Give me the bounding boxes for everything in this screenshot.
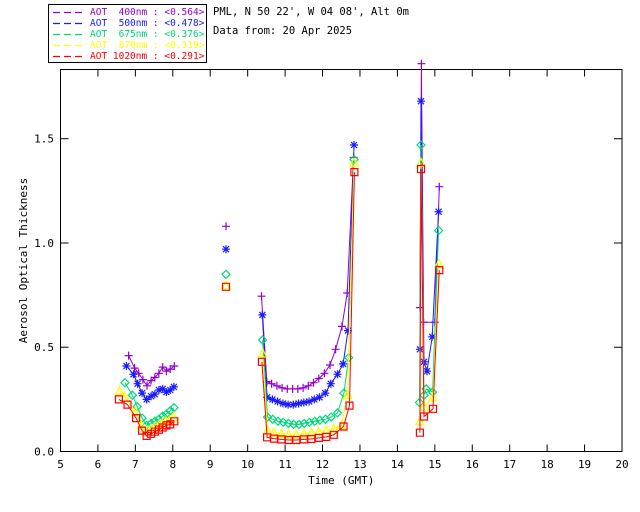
- x-tick-label: 20: [615, 458, 628, 471]
- x-tick-label: 10: [241, 458, 254, 471]
- legend-row: AOT 1020nm : <0.291>: [49, 51, 206, 62]
- series-line: [419, 168, 440, 433]
- legend-row: AOT 675nm : <0.376>: [49, 29, 206, 40]
- legend-label: AOT 1020nm : <0.291>: [90, 51, 205, 62]
- x-tick-label: 18: [541, 458, 554, 471]
- y-axis-label: Aerosol Optical Thickness: [17, 178, 30, 344]
- legend-dash-sample: [53, 33, 85, 36]
- y-tick-label: 1.5: [34, 133, 54, 146]
- x-tick-label: 12: [316, 458, 329, 471]
- plot-frame: [60, 69, 623, 452]
- x-tick-label: 15: [428, 458, 441, 471]
- x-axis: 5 6 7 8 9 10 11 12 13 14 15 16 17 18 19 20 Time (GMT): [57, 69, 629, 487]
- series-markers: [221, 269, 231, 280]
- legend-row: AOT 400nm : <0.564>: [49, 7, 206, 18]
- series-markers: [221, 282, 231, 291]
- series-markers: [257, 153, 358, 393]
- series-line: [261, 144, 355, 406]
- plot-subtitle: Data from: 20 Apr 2025: [213, 25, 353, 37]
- x-tick-label: 6: [95, 458, 102, 471]
- series-aot-500nm: [122, 97, 443, 409]
- x-tick-label: 8: [169, 458, 176, 471]
- series-markers: [258, 141, 358, 409]
- legend-dash-sample: [53, 11, 85, 14]
- series-markers: [222, 222, 230, 231]
- series-aot-1020nm: [114, 164, 444, 445]
- series-markers: [221, 279, 231, 290]
- y-tick-label: 1.0: [34, 237, 54, 250]
- series-markers: [415, 164, 444, 437]
- y-axis: 0.0 0.5 1.0 1.5 Aerosol Optical Thickness: [17, 133, 622, 459]
- x-axis-label: Time (GMT): [308, 474, 374, 487]
- legend-dash-sample: [53, 44, 85, 47]
- series-aot-870nm: [114, 156, 444, 439]
- series-markers: [124, 351, 179, 390]
- legend-label: AOT 400nm : <0.564>: [90, 7, 205, 18]
- legend-label: AOT 500nm : <0.478>: [90, 18, 205, 29]
- legend-row: AOT 500nm : <0.478>: [49, 18, 206, 29]
- legend-label: AOT 870nm : <0.319>: [90, 40, 205, 51]
- y-tick-label: 0.0: [34, 446, 54, 459]
- legend-box: AOT 400nm : <0.564> AOT 500nm : <0.478> AO…: [48, 4, 207, 63]
- legend-row: AOT 870nm : <0.319>: [49, 40, 206, 51]
- x-tick-label: 11: [278, 458, 291, 471]
- x-tick-label: 5: [57, 458, 64, 471]
- series-line: [261, 157, 355, 390]
- x-tick-label: 19: [578, 458, 591, 471]
- series-markers: [257, 168, 359, 445]
- x-tick-label: 17: [503, 458, 516, 471]
- x-tick-label: 14: [391, 458, 405, 471]
- legend-dash-sample: [53, 55, 85, 58]
- legend-dash-sample: [53, 22, 85, 25]
- series-markers: [222, 245, 230, 254]
- plot-title: PML, N 50 22', W 04 08', Alt 0m: [213, 6, 409, 18]
- series-line: [419, 101, 440, 372]
- x-tick-label: 7: [132, 458, 139, 471]
- x-tick-label: 9: [207, 458, 214, 471]
- series-markers: [122, 362, 178, 404]
- series-aot-400nm: [124, 59, 444, 393]
- series-line: [124, 382, 175, 427]
- series-markers: [114, 395, 179, 440]
- legend-label: AOT 675nm : <0.376>: [90, 29, 205, 40]
- x-tick-label: 16: [466, 458, 479, 471]
- y-tick-label: 0.5: [34, 341, 54, 354]
- x-tick-label: 13: [353, 458, 366, 471]
